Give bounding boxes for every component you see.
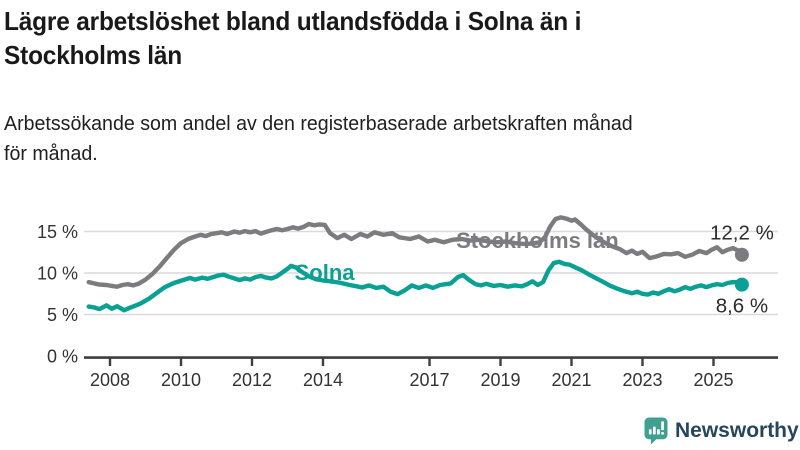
line-chart: 2008 2010 2012 2014 2017 2019 2021 2023 2025 0 % 5…	[0, 186, 800, 406]
x-tick-label-2012: 2012	[232, 370, 272, 390]
series-label-solna: Solna	[295, 260, 356, 285]
y-tick-label-0: 0 %	[47, 347, 78, 367]
x-tick-label-2023: 2023	[622, 370, 662, 390]
x-tick-label-2025: 2025	[693, 370, 733, 390]
end-dot-stockholms-l-n	[734, 247, 749, 262]
line-chart-canvas: 2008 2010 2012 2014 2017 2019 2021 2023 2025 0 % 5…	[37, 215, 778, 390]
end-value-label-solna: 8,6 %	[716, 295, 768, 318]
series-label-stockholms-l-n: Stockholms län	[456, 228, 619, 253]
x-tick-label-2019: 2019	[480, 370, 520, 390]
x-tick-label-2008: 2008	[90, 370, 130, 390]
chart-subtitle-line2: för månad.	[4, 143, 98, 165]
end-dot-solna	[734, 277, 749, 292]
x-tick-label-2010: 2010	[161, 370, 201, 390]
newsworthy-logo: Newsworthy	[644, 416, 799, 446]
page-title-line1: Lägre arbetslöshet bland utlandsfödda i …	[4, 6, 582, 36]
brand-name: Newsworthy	[675, 419, 799, 442]
x-tick-label-2017: 2017	[409, 370, 449, 390]
chart-subtitle: Arbetssökande som andel av den registerb…	[4, 109, 633, 169]
bar-chart-speech-bubble-icon	[644, 417, 668, 445]
x-tick-label-2021: 2021	[551, 370, 591, 390]
y-tick-label-15: 15 %	[37, 222, 78, 242]
end-value-label-stockholms-l-n: 12,2 %	[710, 222, 774, 245]
series-line-stockholms-l-n	[86, 215, 745, 289]
page-title: Lägre arbetslöshet bland utlandsfödda i …	[4, 4, 581, 72]
chart-subtitle-line1: Arbetssökande som andel av den registerb…	[4, 113, 633, 135]
y-tick-label-10: 10 %	[37, 264, 78, 284]
y-tick-label-5: 5 %	[47, 305, 78, 325]
page-title-line2: Stockholms län	[4, 40, 182, 70]
x-tick-label-2014: 2014	[303, 370, 343, 390]
series-line-solna	[86, 259, 745, 313]
